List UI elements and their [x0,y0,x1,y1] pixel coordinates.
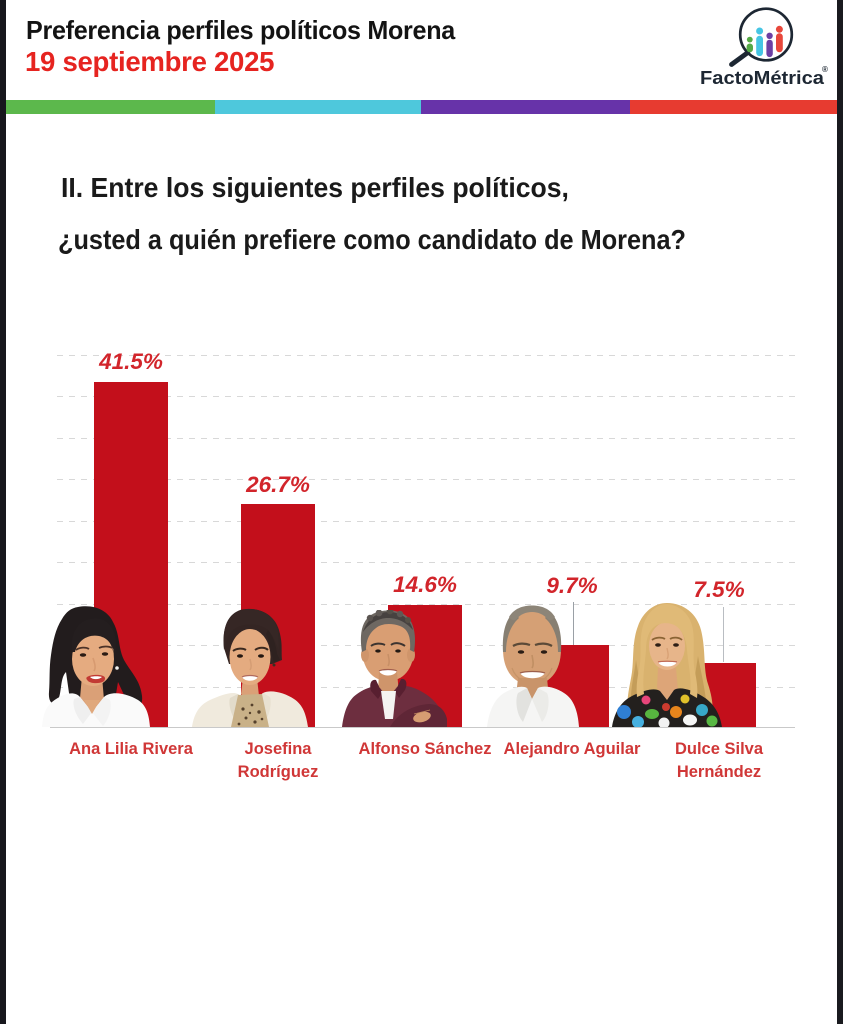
svg-text:FactoMétrica: FactoMétrica [700,67,825,88]
svg-text:®: ® [822,65,828,74]
